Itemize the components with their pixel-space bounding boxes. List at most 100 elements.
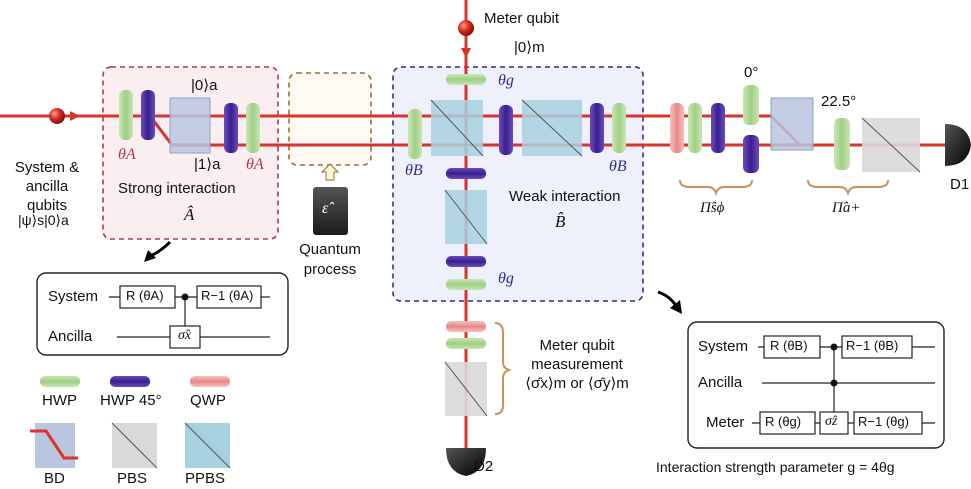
- hwp-proj-22deg: [834, 118, 850, 170]
- angle-22deg: 22.5°: [821, 93, 857, 110]
- theta-b-right: θB: [609, 158, 627, 175]
- weak-interaction-op: B̂: [555, 212, 566, 231]
- circuit2-gate-rg: R (θg): [765, 414, 802, 429]
- legend-bd-label: BD: [44, 470, 65, 487]
- hwp-meter-top: [446, 74, 486, 85]
- weak-interaction-title: Weak interaction: [509, 188, 621, 205]
- hwp45-strong-right: [224, 103, 238, 153]
- hwp45-weak-center: [499, 105, 513, 155]
- hwp-weak-left: [408, 109, 422, 159]
- hwp45-strong-left: [141, 90, 155, 140]
- hwp45-weak-right: [590, 103, 604, 153]
- circuit2-gate-rb: R (θB): [770, 338, 808, 353]
- process-label: Quantum process: [287, 240, 373, 280]
- hwp-proj-1: [688, 103, 702, 153]
- meter-photon-icon: [458, 20, 474, 36]
- detector-d2-label: D2: [474, 458, 494, 475]
- qwp-proj-1: [670, 103, 684, 153]
- hwp45-proj-lower: [743, 135, 759, 173]
- pbs-proj: [861, 117, 921, 173]
- brace-pi-a-icon: [807, 179, 889, 197]
- ppbs-weak-right: [521, 99, 583, 157]
- theta-b-left: θB: [405, 162, 423, 179]
- circuit2-gate-sigma-z: σ̂z: [825, 414, 838, 429]
- circuit-strong: [36, 272, 289, 356]
- input-arrow-icon: [70, 111, 80, 121]
- circuit2-gate-rbinv: R−1 (θB): [846, 338, 899, 353]
- brace-pi-s-icon: [679, 179, 753, 197]
- process-line1: Quantum: [299, 241, 361, 258]
- strong-interaction-op: Â: [184, 205, 195, 224]
- circuit2-ancilla-label: Ancilla: [698, 374, 743, 391]
- arrow-head-circuit1-icon: [144, 250, 156, 262]
- hwp-meter-measure: [446, 338, 486, 349]
- arrow-head-circuit2-icon: [670, 300, 682, 314]
- angle-0deg: 0°: [744, 64, 759, 81]
- input-line1: System &: [14, 159, 80, 176]
- circuit1-gate-r: R (θA): [126, 288, 164, 303]
- arrow-to-circuit2-icon: [657, 290, 678, 307]
- theta-a-right: θA: [246, 156, 264, 173]
- circuit1-gate-rinv: R−1 (θA): [201, 288, 254, 303]
- ppbs-meter: [444, 189, 488, 245]
- process-line2: process: [303, 261, 357, 278]
- circuit2-system-label: System: [698, 338, 749, 355]
- weak-interaction-region: [392, 66, 644, 302]
- hwp45-meter-upper: [446, 168, 486, 179]
- pi-a-label: Π̂a+: [832, 200, 861, 216]
- input-line2: ancilla: [25, 178, 69, 195]
- circuit1-system-label: System: [48, 288, 99, 305]
- hwp-proj-0deg: [743, 85, 759, 125]
- hwp-strong-right: [246, 103, 260, 153]
- pi-s-label: Π̂sϕ: [700, 200, 725, 216]
- circuit2-caption: Interaction strength parameter g = 4θg: [656, 459, 895, 475]
- quantum-process-box: [313, 163, 348, 235]
- legend-qwp-label: QWP: [190, 392, 226, 409]
- arrow-to-circuit1-icon: [149, 240, 172, 258]
- strong-interaction-title: Strong interaction: [118, 180, 236, 197]
- theta-g-bottom: θg: [498, 270, 514, 287]
- meter-title: Meter qubit: [484, 10, 560, 27]
- circuit-weak: [687, 321, 945, 449]
- theta-a-left: θA: [118, 146, 136, 163]
- legend-hwp45-label: HWP 45°: [100, 392, 162, 409]
- theta-g-top: θg: [498, 72, 514, 89]
- legend-hwp-swatch: [40, 376, 80, 387]
- meter-measurement-label: Meter qubit measurement ⟨σ̂x⟩m or ⟨σ̂y⟩m: [517, 336, 637, 393]
- circuit2-meter-label: Meter: [706, 414, 745, 431]
- legend: [30, 376, 231, 469]
- hwp-weak-right: [612, 103, 626, 153]
- pbs-meter-measure: [444, 361, 488, 417]
- input-line3: qubits: [26, 197, 68, 214]
- meter-meas-line3: ⟨σ̂x⟩m or ⟨σ̂y⟩m: [525, 375, 629, 392]
- detector-d1-label: D1: [950, 176, 970, 193]
- hwp-strong-left: [119, 90, 133, 140]
- hwp45-meter-lower: [446, 256, 486, 267]
- hwp-meter-bottom: [446, 279, 486, 290]
- legend-hwp-label: HWP: [42, 392, 77, 409]
- brace-meter-icon: [494, 322, 513, 415]
- meter-ket: |0⟩m: [514, 39, 545, 56]
- ket-1-a: |1⟩a: [194, 156, 221, 173]
- legend-qwp-swatch: [190, 376, 230, 387]
- legend-hwp45-swatch: [110, 376, 150, 387]
- meter-meas-line2: measurement: [531, 356, 623, 373]
- qwp-meter-measure: [446, 321, 486, 332]
- meter-arrow-icon: [461, 48, 471, 58]
- legend-ppbs-swatch: [184, 422, 231, 469]
- input-state: |ψ⟩s|0⟩a: [18, 212, 69, 228]
- circuit1-ancilla-label: Ancilla: [48, 328, 93, 345]
- hwp45-proj-2: [711, 103, 725, 153]
- detector-d2-icon: [446, 448, 486, 476]
- quantum-process-region: [288, 72, 372, 166]
- beam-displacer-strong: [169, 97, 211, 154]
- beam-displacer-proj: [770, 97, 814, 151]
- input-photon-icon: [49, 108, 65, 124]
- meter-meas-line1: Meter qubit: [539, 337, 615, 354]
- legend-pbs-swatch: [111, 422, 158, 469]
- input-label: System & ancilla qubits: [2, 158, 92, 215]
- ket-0-a: |0⟩a: [191, 77, 218, 94]
- circuit1-gate-sigma-x: σ̂x: [178, 328, 192, 343]
